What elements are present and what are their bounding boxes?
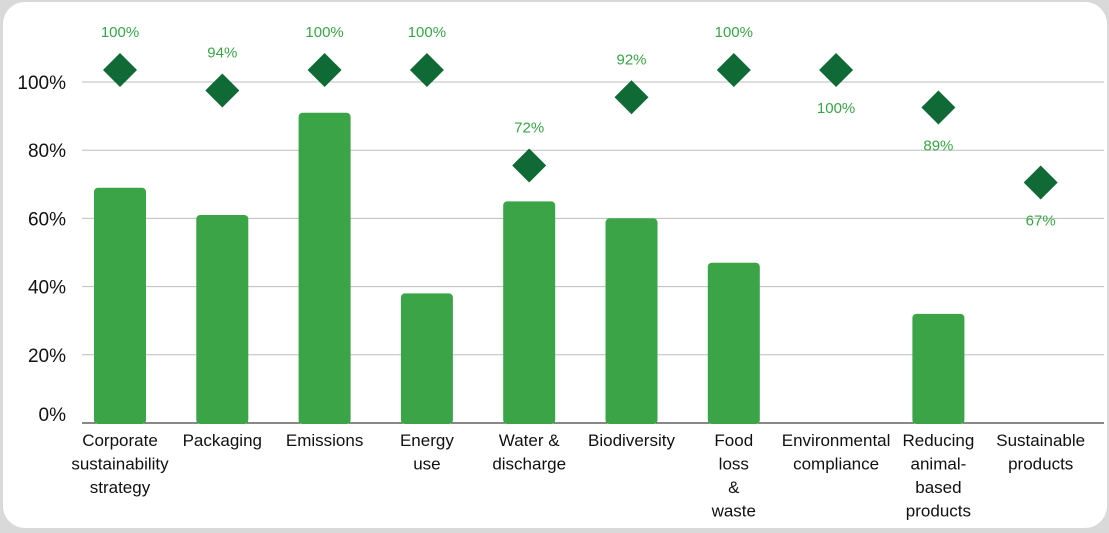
bar (503, 201, 556, 424)
diamond-marker (921, 90, 956, 125)
category-label: Reducing animal-based products (902, 431, 974, 521)
y-tick-label: 60% (28, 209, 66, 230)
x-axis-category-labels: Corporate sustainability strategy Packaging… (71, 431, 1085, 521)
category-label: Emissions (286, 431, 363, 450)
y-tick-label: 100% (17, 73, 66, 94)
category-label: Biodiversity (588, 431, 675, 450)
bar (707, 262, 760, 424)
diamond-series (103, 53, 1058, 200)
bar (298, 112, 351, 424)
diamond-marker (512, 148, 547, 183)
y-axis-tick-labels: 0% 20% 40% 60% 80% 100% (17, 73, 66, 426)
data-label: 92% (616, 51, 646, 68)
y-tick-label: 20% (28, 346, 66, 367)
diamond-marker (409, 53, 444, 87)
data-label: 100% (715, 24, 753, 41)
data-label: 89% (923, 138, 953, 155)
data-labels: 100% 94% 100% 100% 72% 92% 100% 100% 89% 67% (101, 24, 1056, 230)
y-tick-label: 80% (28, 141, 66, 162)
data-label: 100% (817, 100, 855, 117)
diamond-marker (205, 73, 240, 108)
y-tick-label: 40% (28, 278, 66, 299)
diamond-marker (819, 53, 854, 87)
diamond-marker (614, 80, 649, 115)
bar (912, 313, 965, 424)
bar (605, 218, 658, 424)
y-tick-label: 0% (39, 405, 67, 426)
data-label: 100% (101, 24, 139, 41)
data-label: 94% (207, 44, 237, 61)
bar (94, 187, 146, 424)
category-label: Food loss & waste (711, 431, 756, 521)
data-label: 100% (305, 24, 343, 41)
bar-series (94, 112, 965, 424)
diamond-marker (1023, 165, 1058, 200)
data-label: 67% (1026, 213, 1056, 230)
data-label: 100% (408, 24, 446, 41)
category-label: Packaging (183, 431, 262, 450)
category-label: Environmental compliance (782, 431, 891, 474)
category-label: Corporate sustainability strategy (71, 431, 169, 497)
category-label: Water & discharge (492, 431, 566, 474)
diamond-marker (716, 53, 751, 87)
category-label: Energy use (400, 431, 454, 474)
bar (196, 214, 249, 424)
data-label: 72% (514, 119, 544, 136)
diamond-marker (307, 53, 342, 87)
diamond-marker (103, 53, 137, 87)
bar (400, 293, 453, 424)
category-label: Sustainable products (996, 431, 1085, 474)
